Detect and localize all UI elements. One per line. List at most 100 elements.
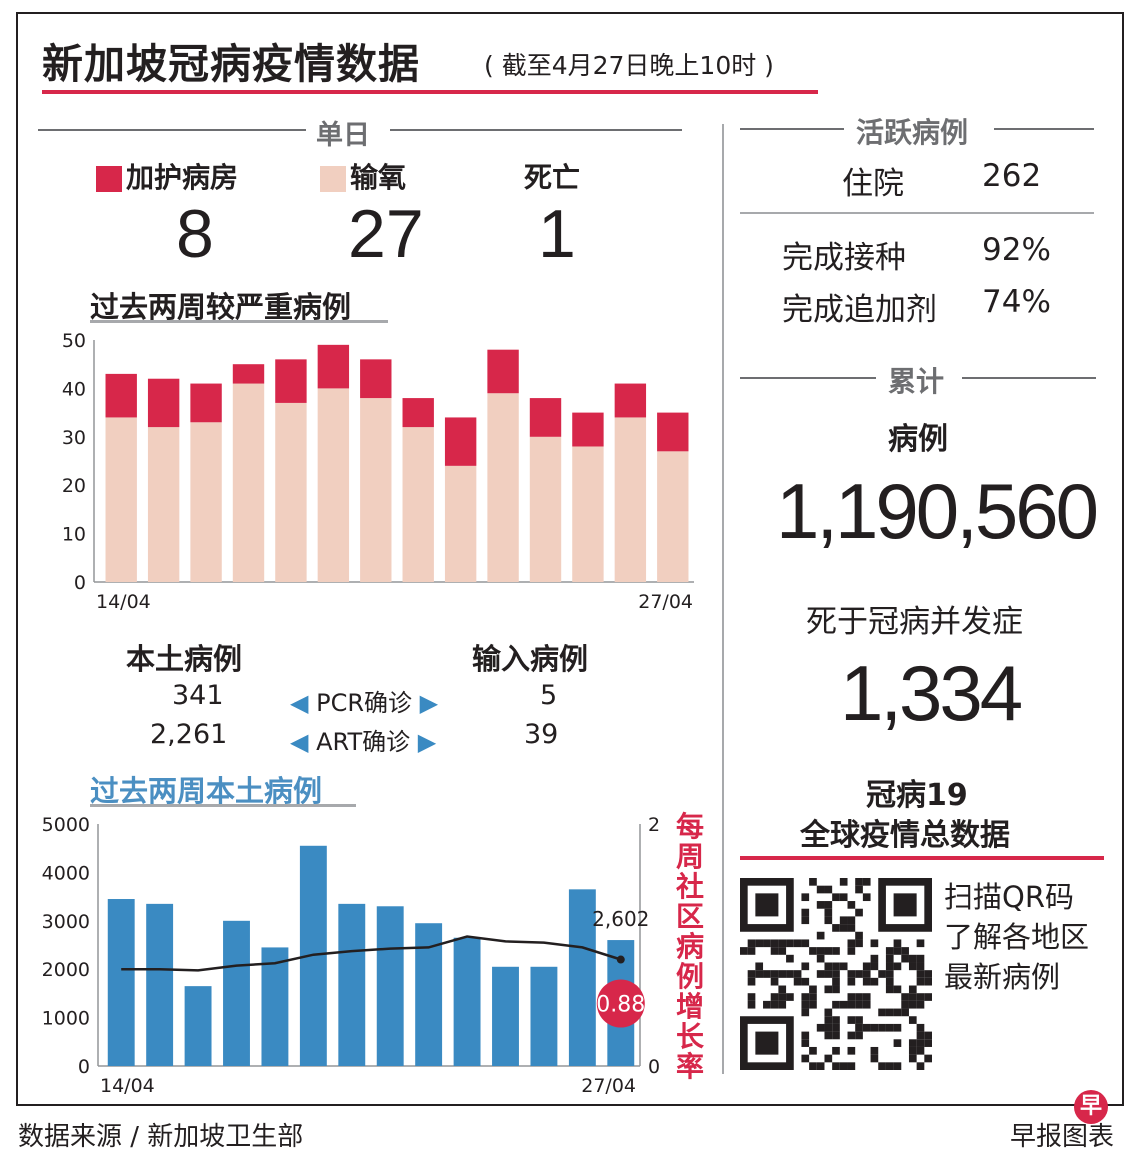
icu-swatch: [96, 166, 122, 192]
divider: [740, 377, 876, 379]
qr-code[interactable]: [740, 878, 932, 1070]
oxygen-swatch: [320, 166, 346, 192]
booster-label: 完成追加剂: [782, 292, 937, 328]
oxygen-label: 输氧: [320, 156, 406, 196]
icu-bar-segment: [657, 412, 689, 452]
last-bar-value-label: 2,602: [592, 907, 649, 931]
oxygen-bar-segment: [402, 427, 434, 582]
imported-heading: 输入病例: [472, 642, 589, 676]
divider: [740, 212, 1094, 214]
y-tick-label: 0: [78, 1056, 90, 1078]
vaccinated-value: 92%: [982, 232, 1051, 268]
infographic-frame: [16, 12, 1124, 1106]
community-case-bar: [184, 986, 212, 1066]
oxygen-bar-segment: [572, 446, 604, 582]
deaths-label: 死于冠病并发症: [806, 604, 1023, 640]
credit-text: 早报图表: [1010, 1122, 1115, 1152]
divider: [994, 128, 1094, 130]
art-label: ART确诊: [316, 728, 411, 756]
icu-bar-segment: [444, 417, 477, 466]
oxygen-bar-segment: [147, 427, 180, 582]
y-tick-label: 5000: [42, 814, 90, 836]
y-tick-label: 50: [62, 330, 86, 352]
booster-value: 74%: [982, 284, 1051, 320]
cases-value: 1,190,560: [776, 467, 1099, 555]
last-rate-badge: [596, 979, 645, 1028]
icu-bar-segment: [105, 373, 137, 418]
qr-text-3: 最新病例: [944, 960, 1061, 994]
title-underline: [42, 90, 818, 94]
community-chart-title: 过去两周本土病例: [90, 774, 323, 808]
death-label: 死亡: [524, 161, 581, 194]
oxygen-bar-segment: [275, 402, 307, 582]
community-case-bar: [223, 920, 250, 1066]
hospital-value: 262: [982, 158, 1042, 194]
last-rate-value-label: 0.88: [596, 993, 645, 1018]
y-tick-label: 2000: [42, 959, 90, 981]
community-case-bar: [107, 899, 135, 1066]
community-case-bar: [338, 903, 366, 1066]
y-tick-label: 10: [62, 524, 86, 546]
y-tick-label: 1000: [42, 1008, 90, 1030]
divider: [390, 129, 682, 131]
community-case-bar: [530, 966, 558, 1066]
qr-text-1: 扫描QR码: [944, 880, 1074, 914]
severe-chart-title-underline: [90, 320, 388, 323]
arrow-left-icon: ◀: [290, 689, 309, 717]
icu-bar-segment: [147, 378, 180, 428]
severe-chart-title: 过去两周较严重病例: [90, 290, 352, 324]
column-divider: [722, 124, 724, 1074]
divider: [740, 128, 844, 130]
community-case-bar: [492, 966, 519, 1066]
oxygen-bar-segment: [232, 383, 265, 582]
oxygen-bar-segment: [190, 422, 222, 582]
divider: [962, 377, 1096, 379]
arrow-left-icon: ◀: [290, 728, 309, 756]
oxygen-value: 27: [348, 196, 424, 272]
icu-label: 加护病房: [96, 156, 238, 196]
community-case-bar: [568, 889, 596, 1066]
icu-bar-segment: [317, 344, 350, 389]
community-case-bar: [376, 906, 404, 1066]
hospital-label: 住院: [842, 166, 904, 202]
community-case-bar: [261, 947, 289, 1066]
death-value: 1: [538, 196, 576, 272]
local-heading: 本土病例: [126, 642, 243, 676]
page-title: 新加坡冠病疫情数据: [42, 40, 420, 88]
community-cases-chart: 0 1000 2000 3000 4000 5000 0 2 2,602 0.88 14/04…: [42, 814, 660, 1097]
community-chart-title-underline: [90, 804, 356, 807]
imported-art-value: 39: [524, 719, 559, 750]
pcr-label: PCR确诊: [316, 689, 413, 717]
y-tick-label: 4000: [42, 862, 90, 884]
oxygen-bar-segment: [529, 436, 562, 582]
divider: [38, 129, 306, 131]
severe-cases-chart: 0 10 20 30 40 50 14/04 27/04: [62, 330, 694, 613]
oxygen-bar-segment: [360, 398, 392, 582]
oxygen-label-text: 输氧: [350, 161, 407, 194]
oxygen-bar-segment: [614, 417, 647, 582]
y2-tick-label: 2: [648, 814, 660, 836]
global-underline: [740, 856, 1104, 860]
icu-bar-segment: [275, 359, 307, 403]
oxygen-bar-segment: [105, 417, 137, 582]
pcr-row-label: ◀ PCR确诊 ▶: [290, 683, 438, 718]
icu-bar-segment: [572, 412, 604, 447]
oxygen-bar-segment: [444, 465, 477, 582]
arrow-right-icon: ▶: [419, 689, 439, 717]
icu-value: 8: [176, 196, 214, 272]
icu-bar-segment: [402, 398, 434, 428]
x-tick-label: 14/04: [96, 591, 151, 613]
icu-bar-segment: [614, 383, 647, 418]
page-subtitle: ( 截至4月27日晚上10时 ): [484, 51, 774, 80]
vaccinated-label: 完成接种: [782, 240, 906, 276]
growth-rate-point: [616, 955, 625, 964]
x-tick-label: 14/04: [100, 1075, 155, 1097]
y-tick-label: 20: [62, 475, 86, 497]
y-tick-label: 40: [62, 378, 86, 400]
icu-bar-segment: [487, 349, 519, 394]
icu-label-text: 加护病房: [126, 161, 239, 194]
global-title-2: 全球疫情总数据: [800, 818, 1010, 853]
icu-bar-segment: [529, 398, 562, 437]
oxygen-bar-segment: [657, 451, 689, 582]
deaths-value: 1,334: [840, 649, 1023, 737]
